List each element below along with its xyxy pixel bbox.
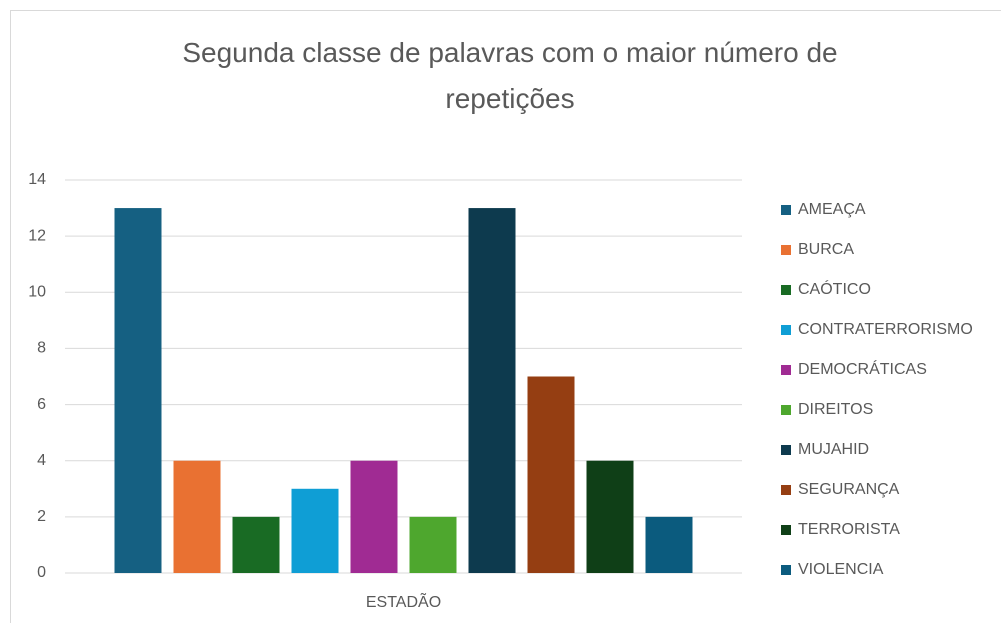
bar [409, 516, 457, 573]
legend-label: DIREITOS [798, 401, 873, 418]
legend-swatch [781, 205, 791, 215]
x-tick-label: ESTADÃO [366, 591, 441, 611]
y-tick-label: 14 [28, 171, 46, 188]
legend-swatch [781, 405, 791, 415]
bar [586, 460, 634, 573]
legend-swatch [781, 445, 791, 455]
bar [173, 460, 221, 573]
bar [527, 376, 575, 573]
legend-swatch [781, 245, 791, 255]
legend-label: DEMOCRÁTICAS [798, 359, 927, 378]
chart-title: Segunda classe de palavras com o maior n… [182, 37, 838, 114]
bar [645, 516, 693, 573]
legend-label: CONTRATERRORISMO [798, 321, 973, 338]
bar [291, 488, 339, 573]
legend-swatch [781, 525, 791, 535]
bar [114, 208, 162, 574]
legend-label: CAÓTICO [798, 279, 871, 298]
bar [232, 516, 280, 573]
legend-swatch [781, 365, 791, 375]
legend-label: TERRORISTA [798, 521, 900, 538]
legend-swatch [781, 485, 791, 495]
y-tick-label: 4 [37, 452, 46, 469]
bar [468, 208, 516, 574]
legend-label: SEGURANÇA [798, 481, 900, 498]
y-tick-label: 12 [28, 227, 46, 244]
y-tick-label: 6 [37, 396, 46, 413]
legend-label: VIOLENCIA [798, 561, 884, 578]
y-tick-label: 10 [28, 284, 46, 301]
legend-label: BURCA [798, 241, 854, 258]
chart-border [10, 10, 1001, 623]
y-tick-label: 2 [37, 508, 46, 525]
bar [350, 460, 398, 573]
legend-label: AMEAÇA [798, 201, 866, 218]
y-tick-label: 8 [37, 340, 46, 357]
y-tick-label: 0 [37, 564, 46, 581]
legend-label: MUJAHID [798, 441, 869, 458]
legend-swatch [781, 285, 791, 295]
legend-swatch [781, 325, 791, 335]
legend-swatch [781, 565, 791, 575]
